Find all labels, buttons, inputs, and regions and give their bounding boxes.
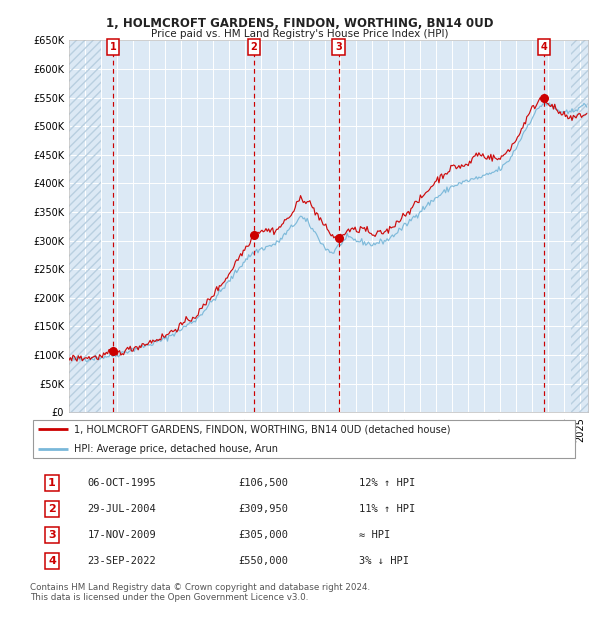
Text: 4: 4 [48, 556, 56, 566]
Text: Price paid vs. HM Land Registry's House Price Index (HPI): Price paid vs. HM Land Registry's House … [151, 29, 449, 39]
Text: 17-NOV-2009: 17-NOV-2009 [88, 530, 157, 540]
Text: Contains HM Land Registry data © Crown copyright and database right 2024.
This d: Contains HM Land Registry data © Crown c… [30, 583, 370, 602]
Text: 3% ↓ HPI: 3% ↓ HPI [359, 556, 409, 566]
FancyBboxPatch shape [33, 420, 575, 458]
Text: 29-JUL-2004: 29-JUL-2004 [88, 504, 157, 514]
Text: ≈ HPI: ≈ HPI [359, 530, 391, 540]
Text: 2: 2 [250, 42, 257, 52]
Text: HPI: Average price, detached house, Arun: HPI: Average price, detached house, Arun [74, 444, 278, 454]
Text: 3: 3 [48, 530, 56, 540]
Text: 4: 4 [540, 42, 547, 52]
Text: £309,950: £309,950 [239, 504, 289, 514]
Text: £106,500: £106,500 [239, 478, 289, 488]
Text: 12% ↑ HPI: 12% ↑ HPI [359, 478, 416, 488]
Text: 1: 1 [48, 478, 56, 488]
Text: 1, HOLMCROFT GARDENS, FINDON, WORTHING, BN14 0UD (detached house): 1, HOLMCROFT GARDENS, FINDON, WORTHING, … [74, 424, 451, 434]
Text: 3: 3 [335, 42, 342, 52]
Text: 1, HOLMCROFT GARDENS, FINDON, WORTHING, BN14 0UD: 1, HOLMCROFT GARDENS, FINDON, WORTHING, … [106, 17, 494, 30]
Bar [571, 40, 588, 412]
Bar [69, 40, 101, 412]
Text: 23-SEP-2022: 23-SEP-2022 [88, 556, 157, 566]
Text: £550,000: £550,000 [239, 556, 289, 566]
Text: 11% ↑ HPI: 11% ↑ HPI [359, 504, 416, 514]
Text: £305,000: £305,000 [239, 530, 289, 540]
Text: 06-OCT-1995: 06-OCT-1995 [88, 478, 157, 488]
Text: 2: 2 [48, 504, 56, 514]
Text: 1: 1 [110, 42, 116, 52]
